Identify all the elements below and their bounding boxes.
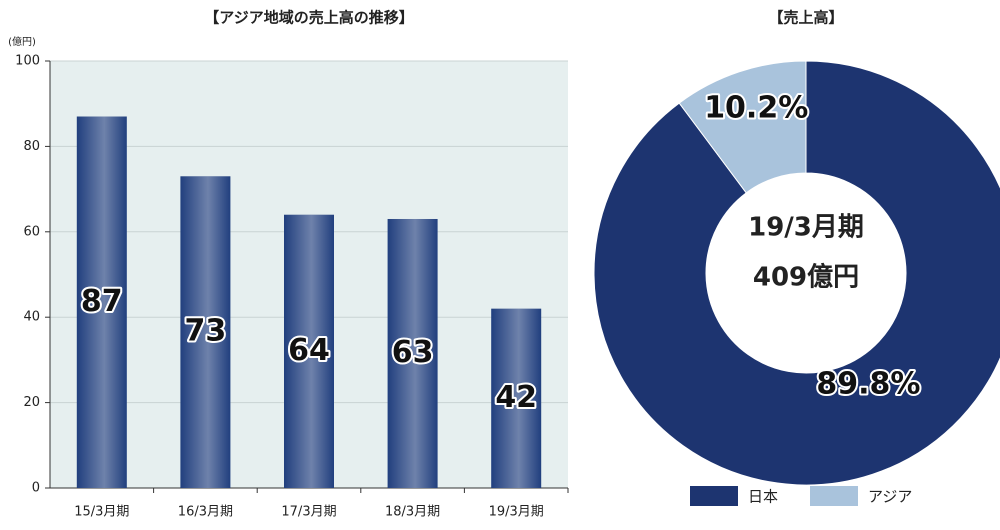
data-label: 63	[392, 335, 434, 370]
bar-shine	[284, 214, 334, 488]
y-tick-label: 100	[15, 54, 40, 69]
data-label: 73	[185, 314, 227, 349]
bar-shine	[491, 308, 542, 488]
y-tick-label: 40	[23, 310, 40, 325]
legend-label: 日本	[748, 488, 778, 506]
bar-shine	[387, 218, 438, 489]
center-label: 409億円	[753, 263, 859, 293]
donut-slice	[593, 60, 1000, 486]
data-label: 89.8%	[816, 366, 920, 401]
x-tick-label: 15/3月期	[74, 505, 129, 520]
data-label: 87	[81, 284, 123, 319]
x-tick-label: 17/3月期	[281, 505, 336, 520]
data-label: 64	[288, 333, 330, 368]
donut-slice	[678, 60, 807, 194]
data-label: 10.2%	[704, 91, 808, 126]
legend-swatch	[810, 486, 858, 506]
y-tick-label: 60	[23, 224, 40, 239]
y-tick-label: 80	[23, 139, 40, 154]
chart-title: 【売上高】	[768, 9, 843, 27]
y-tick-label: 20	[23, 395, 40, 410]
unit-label: (億円)	[8, 35, 36, 48]
bar-shine	[180, 176, 231, 489]
x-tick-label: 16/3月期	[178, 505, 233, 520]
bar-shine	[76, 116, 127, 488]
chart-title: 【アジア地域の売上高の推移】	[204, 9, 413, 27]
x-tick-label: 19/3月期	[489, 505, 544, 520]
x-tick-label: 18/3月期	[385, 505, 440, 520]
y-tick-label: 0	[32, 481, 40, 496]
legend-label: アジア	[868, 488, 912, 506]
center-label: 19/3月期	[748, 213, 864, 243]
data-label: 42	[495, 380, 537, 415]
legend-swatch	[690, 486, 738, 506]
